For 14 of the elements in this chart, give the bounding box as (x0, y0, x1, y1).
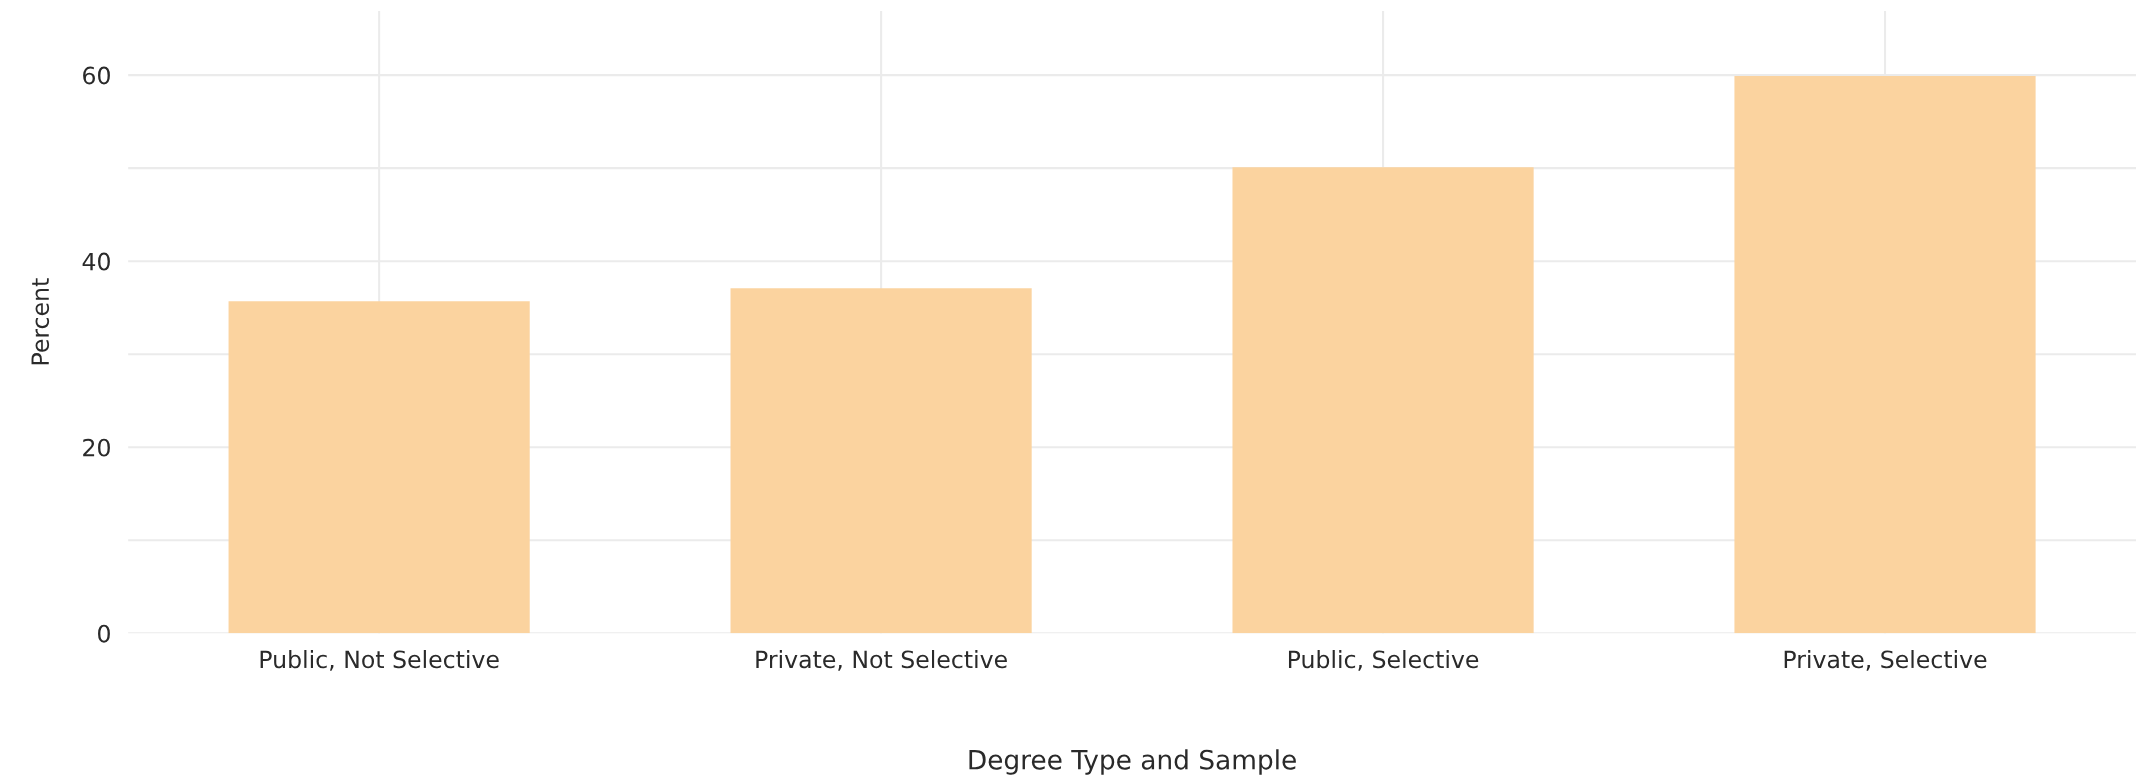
x-tick-label: Private, Not Selective (756, 649, 1007, 671)
x-axis-title: Degree Type and Sample (969, 749, 1296, 775)
y-tick-label: 0 (98, 624, 110, 643)
y-tick-label: 40 (82, 252, 110, 271)
y-axis-title: Percent (31, 278, 50, 365)
bar (730, 288, 1032, 634)
bar (1734, 76, 2036, 634)
y-tick-label: 20 (83, 438, 110, 457)
x-tick-label: Public, Not Selective (260, 649, 499, 671)
y-tick-label: 60 (83, 66, 110, 85)
bar (228, 301, 530, 634)
x-tick-label: Public, Selective (1288, 649, 1479, 671)
bar (1232, 167, 1534, 634)
x-tick-label: Private, Selective (1784, 649, 1987, 671)
